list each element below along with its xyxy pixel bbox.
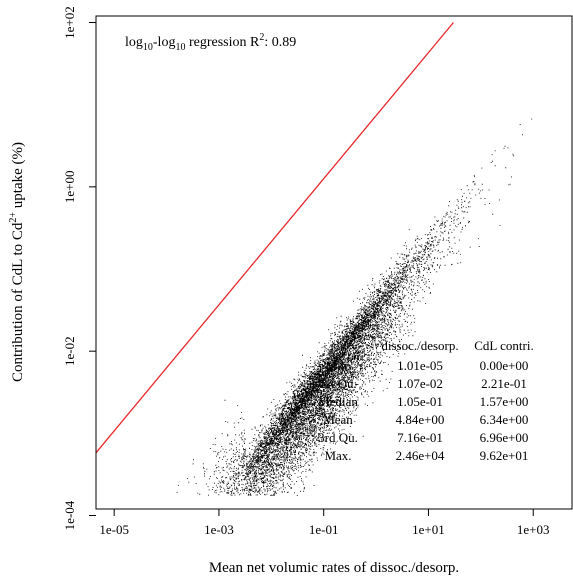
summary-cell: 4.84e+00 bbox=[396, 412, 445, 427]
x-tick-label: 1e+01 bbox=[412, 522, 445, 537]
annotation-text: regression R bbox=[185, 35, 260, 50]
x-axis-title: Mean net volumic rates of dissoc./desorp… bbox=[209, 560, 459, 576]
y-axis: 1e-04 1e-02 1e+00 1e+02 bbox=[62, 6, 96, 530]
y-axis-title-sup: 2+ bbox=[8, 212, 19, 223]
y-tick-label: 1e+00 bbox=[62, 171, 77, 204]
summary-table: dissoc./desorp. CdL contri. Min. 1.01e-05 0.… bbox=[318, 338, 534, 463]
summary-cell: 1.57e+00 bbox=[480, 394, 529, 409]
y-axis-title-prefix: Contribution of CdL to Cd bbox=[10, 222, 26, 382]
y-axis-title-suffix: uptake (%) bbox=[10, 142, 26, 212]
summary-cell: 7.16e-01 bbox=[397, 430, 443, 445]
summary-row-label: 1st Qu. bbox=[319, 376, 357, 391]
summary-cell: 2.46e+04 bbox=[396, 448, 445, 463]
y-tick-label: 1e-04 bbox=[62, 500, 77, 530]
plot-frame bbox=[95, 15, 573, 510]
summary-cell: 2.21e-01 bbox=[481, 376, 527, 391]
annotation-sup: 2 bbox=[259, 32, 264, 43]
annotation-mid: -log bbox=[153, 35, 176, 50]
x-tick-label: 1e+03 bbox=[517, 522, 550, 537]
summary-cell: 6.34e+00 bbox=[480, 412, 529, 427]
annotation-sub: 10 bbox=[143, 42, 153, 53]
annotation-value: : 0.89 bbox=[264, 35, 296, 50]
summary-row-label: 3rd Qu. bbox=[318, 430, 358, 445]
summary-row-label: Min. bbox=[326, 358, 351, 373]
summary-cell: 1.01e-05 bbox=[397, 358, 443, 373]
summary-cell: 6.96e+00 bbox=[480, 430, 529, 445]
summary-cell: 9.62e+01 bbox=[480, 448, 529, 463]
regression-line bbox=[96, 22, 454, 454]
x-tick-label: 1e-03 bbox=[204, 522, 234, 537]
annotation-sub2: 10 bbox=[175, 42, 185, 53]
summary-column-header: CdL contri. bbox=[474, 338, 533, 353]
x-axis: 1e-05 1e-03 1e-01 1e+01 1e+03 bbox=[99, 509, 550, 537]
regression-annotation: log10-log10 regression R2: 0.89 bbox=[125, 32, 296, 53]
summary-row-label: Max. bbox=[324, 448, 351, 463]
x-tick-label: 1e-01 bbox=[309, 522, 339, 537]
summary-cell: 0.00e+00 bbox=[480, 358, 529, 373]
summary-row-label: Mean bbox=[323, 412, 353, 427]
y-tick-label: 1e+02 bbox=[62, 6, 77, 39]
summary-cell: 1.05e-01 bbox=[397, 394, 443, 409]
y-tick-label: 1e-02 bbox=[62, 336, 77, 366]
x-tick-label: 1e-05 bbox=[99, 522, 129, 537]
y-axis-title: Contribution of CdL to Cd2+ uptake (%) bbox=[8, 142, 26, 382]
summary-cell: 1.07e-02 bbox=[397, 376, 443, 391]
annotation-log: log bbox=[125, 35, 143, 50]
summary-column-header: dissoc./desorp. bbox=[381, 338, 458, 353]
summary-row-label: Median bbox=[318, 394, 358, 409]
